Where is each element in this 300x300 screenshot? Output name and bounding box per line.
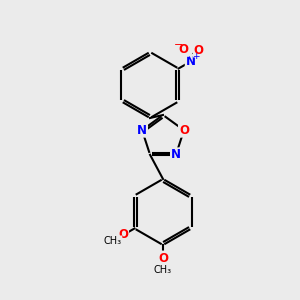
Text: O: O (179, 43, 189, 56)
Text: N: N (171, 148, 181, 161)
Text: O: O (118, 229, 128, 242)
Text: CH₃: CH₃ (154, 265, 172, 275)
Text: +: + (192, 52, 200, 61)
Text: N: N (186, 55, 196, 68)
Text: CH₃: CH₃ (104, 236, 122, 246)
Text: O: O (179, 124, 189, 137)
Text: O: O (158, 251, 168, 265)
Text: N: N (137, 124, 147, 137)
Text: −: − (174, 40, 183, 50)
Text: O: O (194, 44, 204, 56)
